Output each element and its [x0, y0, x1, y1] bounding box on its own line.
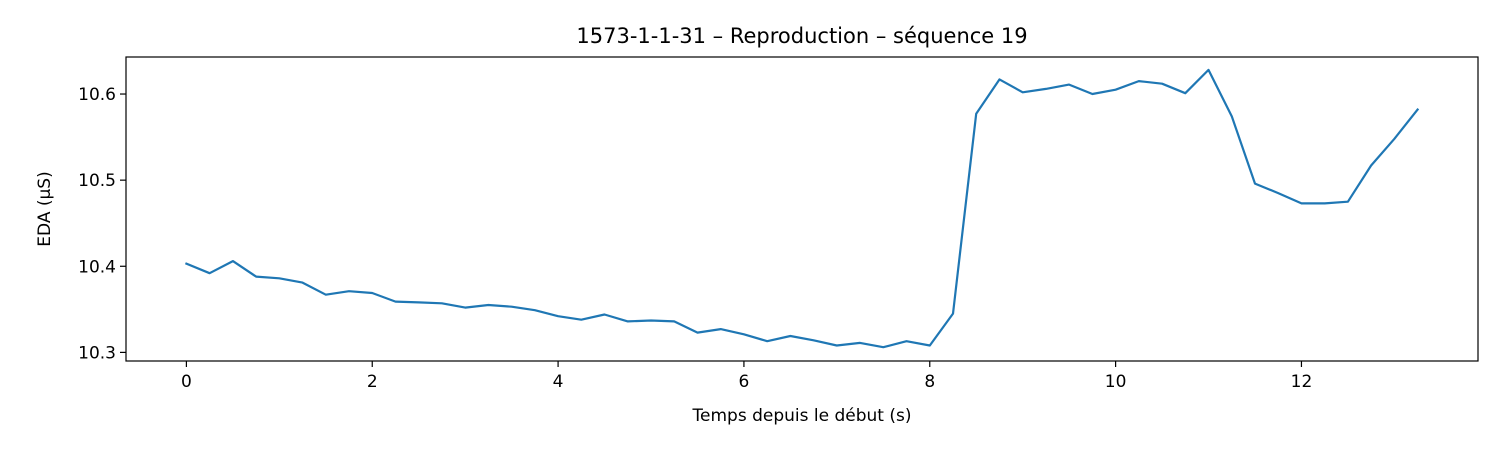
chart-title: 1573-1-1-31 – Reproduction – séquence 19 — [576, 24, 1027, 48]
x-tick-label: 2 — [367, 372, 378, 392]
x-tick-label: 10 — [1105, 372, 1127, 392]
x-tick-label: 0 — [181, 372, 192, 392]
y-tick-label: 10.4 — [78, 257, 116, 277]
x-tick-label: 12 — [1291, 372, 1313, 392]
y-tick-label: 10.6 — [78, 85, 116, 105]
plot-area — [184, 68, 1420, 349]
y-tick-label: 10.5 — [78, 171, 116, 191]
plot-frame — [125, 56, 1479, 362]
x-tick-label: 8 — [924, 372, 935, 392]
y-axis-title: EDA (µS) — [35, 171, 55, 246]
x-axis-title: Temps depuis le début (s) — [692, 406, 912, 426]
x-tick-label: 4 — [553, 372, 564, 392]
eda-series-line — [184, 68, 1420, 349]
y-tick-label: 10.3 — [78, 343, 116, 363]
x-tick-label: 6 — [739, 372, 750, 392]
